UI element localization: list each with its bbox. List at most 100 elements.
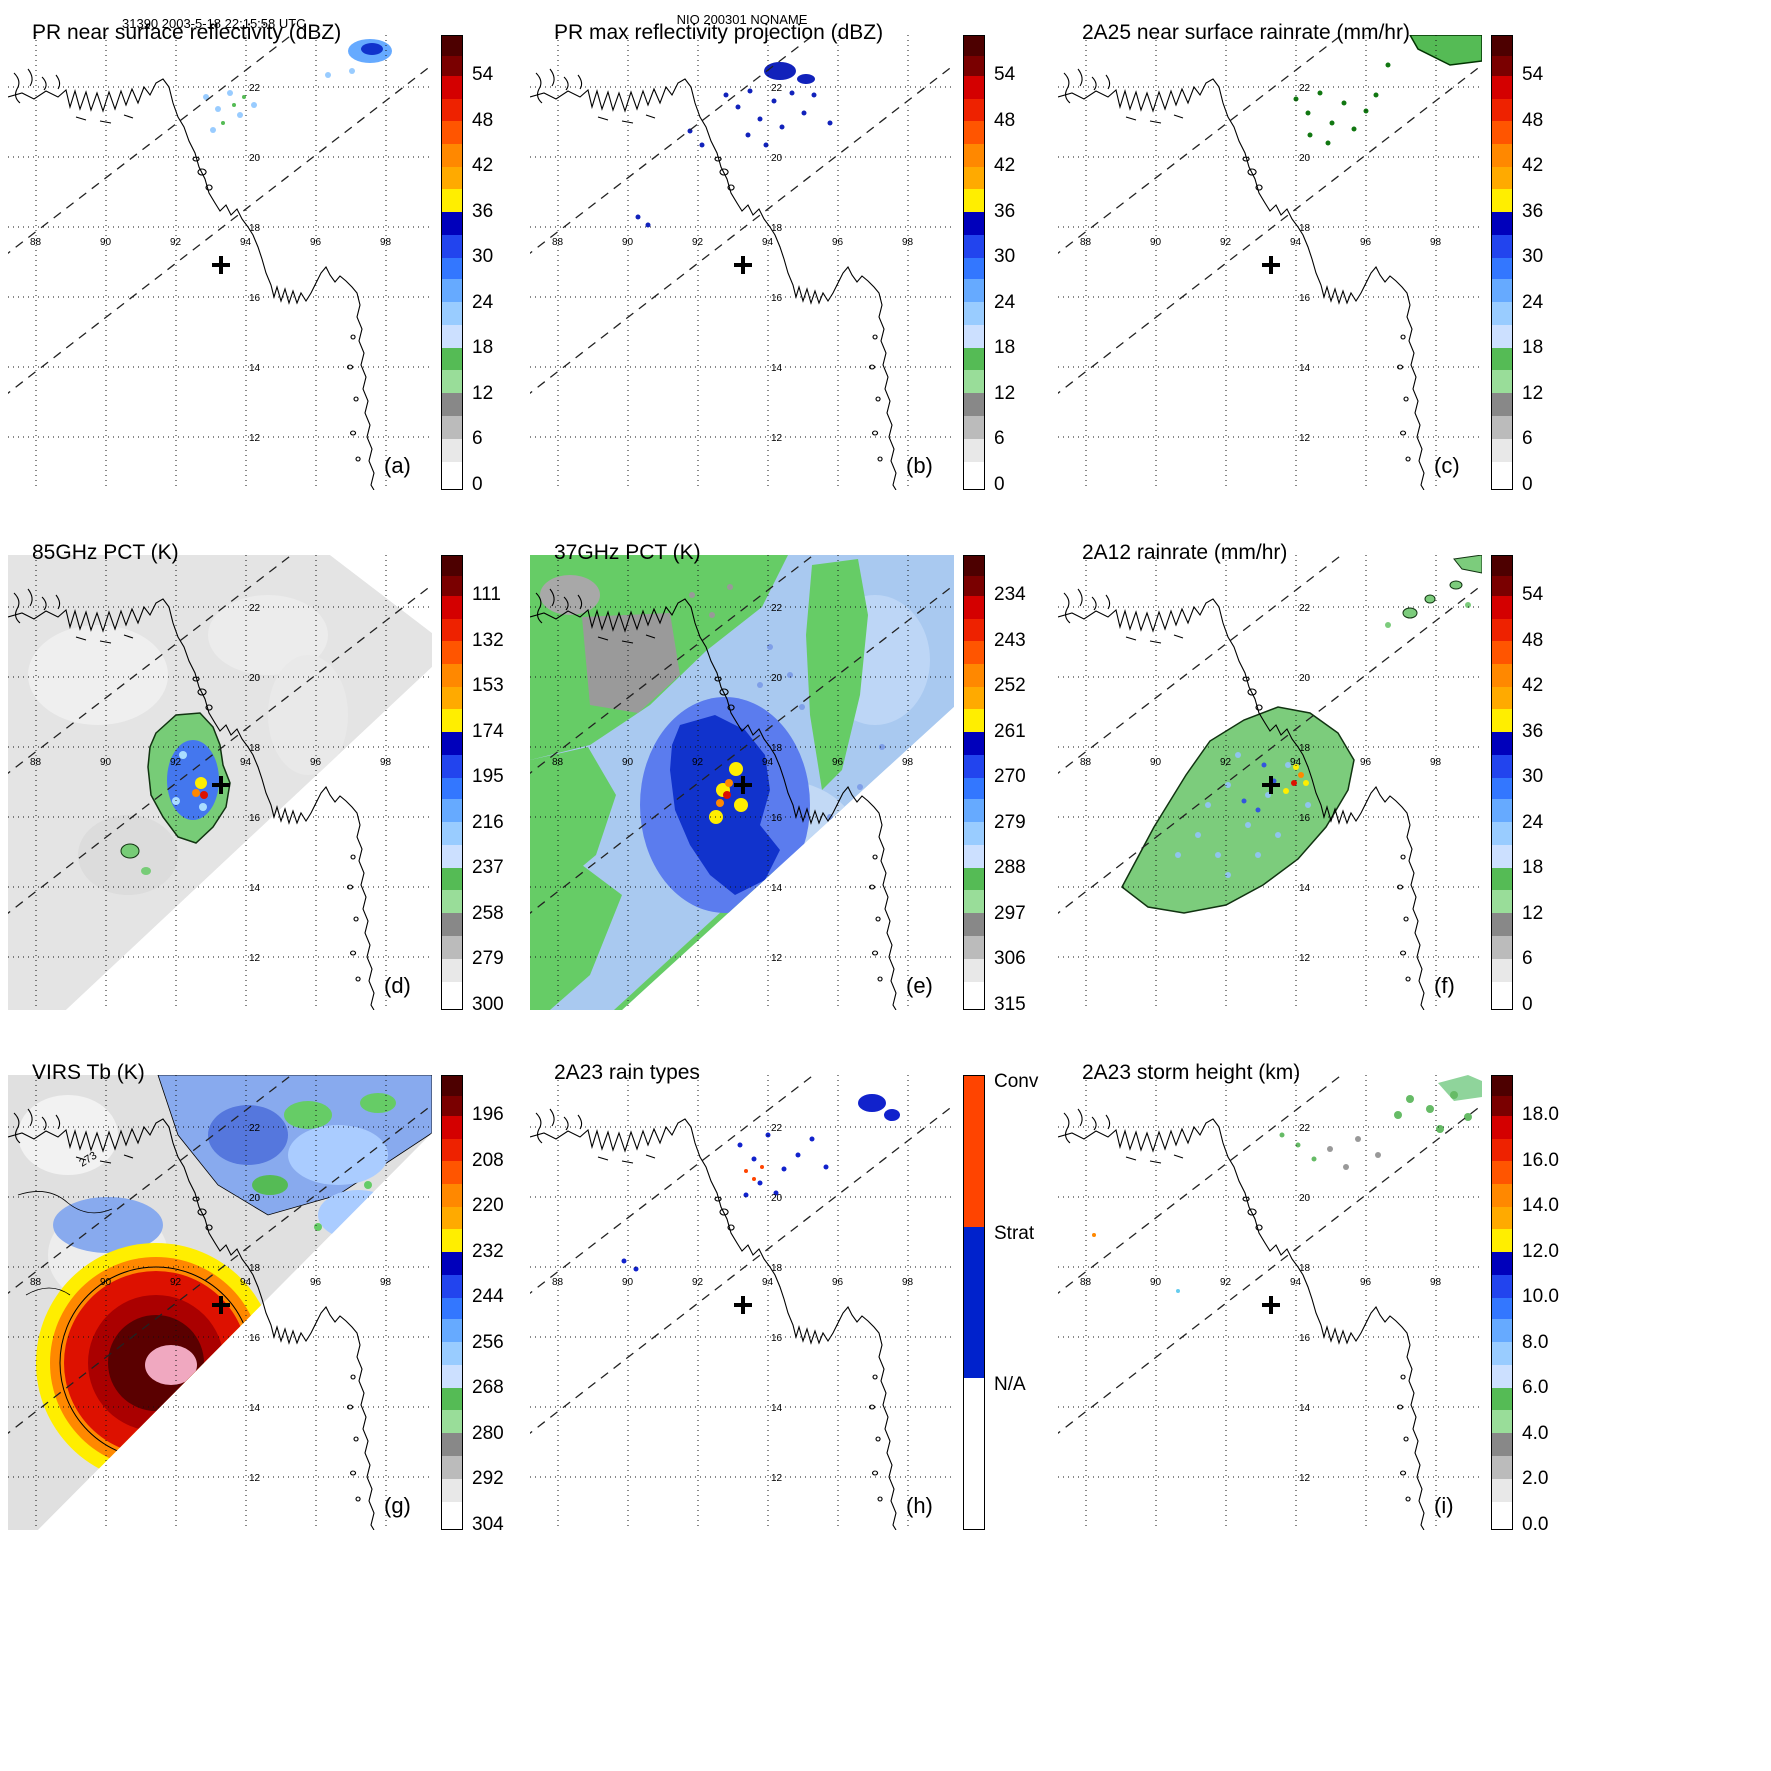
colorbar-segment bbox=[1492, 55, 1512, 76]
colorbar-segment bbox=[964, 462, 984, 490]
svg-text:16: 16 bbox=[249, 1333, 261, 1344]
colorbar-tick-label: 14.0 bbox=[1522, 1195, 1559, 1216]
colorbar-segment bbox=[964, 439, 984, 463]
colorbar-segment bbox=[964, 799, 984, 823]
grid-labels: 88 90 92 94 96 98 22 20 18 16 14 12 bbox=[552, 1123, 914, 1484]
map-plot: 88 90 92 94 96 98 22 20 18 16 14 12 2A23 storm heig… bbox=[1058, 1061, 1482, 1530]
grid-labels: 88 90 92 94 96 98 22 20 18 16 14 12 bbox=[30, 1123, 392, 1484]
colorbar-segment bbox=[442, 188, 462, 212]
coastline bbox=[530, 78, 897, 490]
colorbar-segment bbox=[964, 982, 984, 1010]
colorbar-segment bbox=[964, 36, 984, 56]
map-svg: 88 90 92 94 96 98 22 20 18 16 14 12 bbox=[530, 555, 954, 1010]
svg-text:18: 18 bbox=[1299, 1263, 1311, 1274]
svg-text:20: 20 bbox=[771, 1193, 783, 1204]
colorbar-bar bbox=[441, 35, 463, 490]
svg-text:98: 98 bbox=[902, 1277, 914, 1288]
coastline bbox=[75, 114, 134, 124]
colorbar-segment bbox=[1492, 1115, 1512, 1139]
swath-edge-lines bbox=[1058, 35, 1482, 394]
panel-title: PR near surface reflectivity (dBZ) bbox=[32, 21, 342, 44]
svg-text:94: 94 bbox=[762, 237, 774, 248]
colorbar-segment bbox=[1492, 416, 1512, 440]
colorbar-segment bbox=[964, 416, 984, 440]
colorbar-segment bbox=[442, 279, 462, 303]
grid-labels: 88 90 92 94 96 98 22 20 18 16 14 12 bbox=[1080, 1123, 1442, 1484]
colorbar-segment bbox=[1492, 754, 1512, 778]
map-plot: 88 90 92 94 96 98 22 20 18 16 14 12 37GHz PCT (K) (… bbox=[530, 541, 954, 1010]
svg-text:14: 14 bbox=[1299, 883, 1311, 894]
colorbar-segment bbox=[964, 120, 984, 144]
colorbar-tick-label: 30 bbox=[1522, 246, 1544, 267]
colorbar-segment bbox=[1492, 1160, 1512, 1184]
svg-text:12: 12 bbox=[771, 953, 783, 964]
colorbar-segment bbox=[964, 1076, 984, 1228]
svg-text:94: 94 bbox=[762, 757, 774, 768]
swath-edge-lines bbox=[8, 1075, 432, 1434]
colorbar-segment bbox=[964, 1227, 984, 1378]
coastline bbox=[597, 634, 656, 644]
colorbar-tick-label: 0 bbox=[472, 473, 483, 495]
map-plot: 273 88 90 92 94 96 98 22 20 18 16 14 12 VIRS Tb (K) … bbox=[8, 1061, 432, 1530]
colorbar-segment bbox=[442, 462, 462, 490]
svg-text:94: 94 bbox=[240, 237, 252, 248]
colorbar-bar bbox=[441, 555, 463, 1010]
colorbar-bar bbox=[963, 35, 985, 490]
svg-text:22: 22 bbox=[771, 1123, 783, 1134]
svg-text:88: 88 bbox=[552, 1277, 564, 1288]
colorbar-segment bbox=[1492, 370, 1512, 394]
colorbar-tick-label: 306 bbox=[994, 948, 1026, 969]
colorbar-segment bbox=[442, 36, 462, 56]
colorbar-tick-label: 216 bbox=[472, 811, 504, 833]
svg-text:18: 18 bbox=[249, 223, 261, 234]
panel-h: 88 90 92 94 96 98 22 20 18 16 14 12 2A23 rain types… bbox=[530, 1050, 1052, 1568]
colorbar-tick-label: 0 bbox=[1522, 993, 1533, 1015]
storm-center-marker bbox=[734, 256, 752, 274]
grid-lines bbox=[530, 35, 954, 490]
colorbar-segment bbox=[1492, 1342, 1512, 1366]
svg-text:96: 96 bbox=[832, 1277, 844, 1288]
colorbar-segment bbox=[442, 75, 462, 99]
colorbar: 54 48 42 36 30 24 18 12 6 0 bbox=[963, 35, 1051, 495]
colorbar-tick-label: 18 bbox=[1522, 337, 1544, 358]
colorbar-segment bbox=[964, 302, 984, 326]
svg-text:20: 20 bbox=[249, 673, 261, 684]
swath-edge-lines bbox=[530, 555, 954, 914]
panel-f: 88 90 92 94 96 98 22 20 18 16 14 12 2A12 rainrate (… bbox=[1058, 530, 1580, 1048]
colorbar-segment bbox=[442, 348, 462, 371]
panel-letter: (e) bbox=[906, 973, 933, 998]
colorbar-tick-label: 232 bbox=[472, 1240, 504, 1262]
svg-text:92: 92 bbox=[170, 237, 182, 248]
colorbar-segment bbox=[442, 1479, 462, 1503]
colorbar-segment bbox=[964, 640, 984, 664]
colorbar-tick-label: 12 bbox=[1522, 902, 1544, 924]
colorbar-segment bbox=[442, 686, 462, 709]
colorbar: 54 48 42 36 30 24 18 12 6 0 bbox=[1491, 555, 1579, 1015]
svg-text:20: 20 bbox=[1299, 673, 1311, 684]
svg-text:22: 22 bbox=[771, 603, 783, 614]
colorbar-segment bbox=[1492, 1228, 1512, 1252]
colorbar-segment bbox=[442, 754, 462, 778]
map-plot: 88 90 92 94 96 98 22 20 18 16 14 12 2A25 near surfa… bbox=[1058, 21, 1482, 490]
colorbar-segment bbox=[964, 845, 984, 869]
colorbar-segment bbox=[1492, 618, 1512, 641]
colorbar-segment bbox=[1492, 1479, 1512, 1503]
panel-letter: (g) bbox=[384, 1493, 411, 1518]
colorbar-segment bbox=[964, 822, 984, 846]
colorbar-segment bbox=[1492, 959, 1512, 983]
colorbar-tick-label: 297 bbox=[994, 902, 1026, 924]
coastline bbox=[1125, 114, 1184, 124]
svg-text:90: 90 bbox=[622, 757, 634, 768]
panel-title: 37GHz PCT (K) bbox=[554, 541, 701, 564]
colorbar-segment bbox=[442, 1297, 462, 1320]
colorbar-tick-label: 195 bbox=[472, 766, 504, 787]
colorbar-bar bbox=[963, 1075, 985, 1530]
colorbar-segment bbox=[1492, 686, 1512, 709]
colorbar-segment bbox=[442, 234, 462, 258]
coastline bbox=[13, 588, 61, 624]
panel-title: 2A23 storm height (km) bbox=[1082, 1061, 1301, 1084]
svg-text:20: 20 bbox=[1299, 153, 1311, 164]
colorbar-segment bbox=[442, 731, 462, 755]
coastline bbox=[192, 1196, 361, 1502]
colorbar-tick-label: 300 bbox=[472, 993, 504, 1015]
